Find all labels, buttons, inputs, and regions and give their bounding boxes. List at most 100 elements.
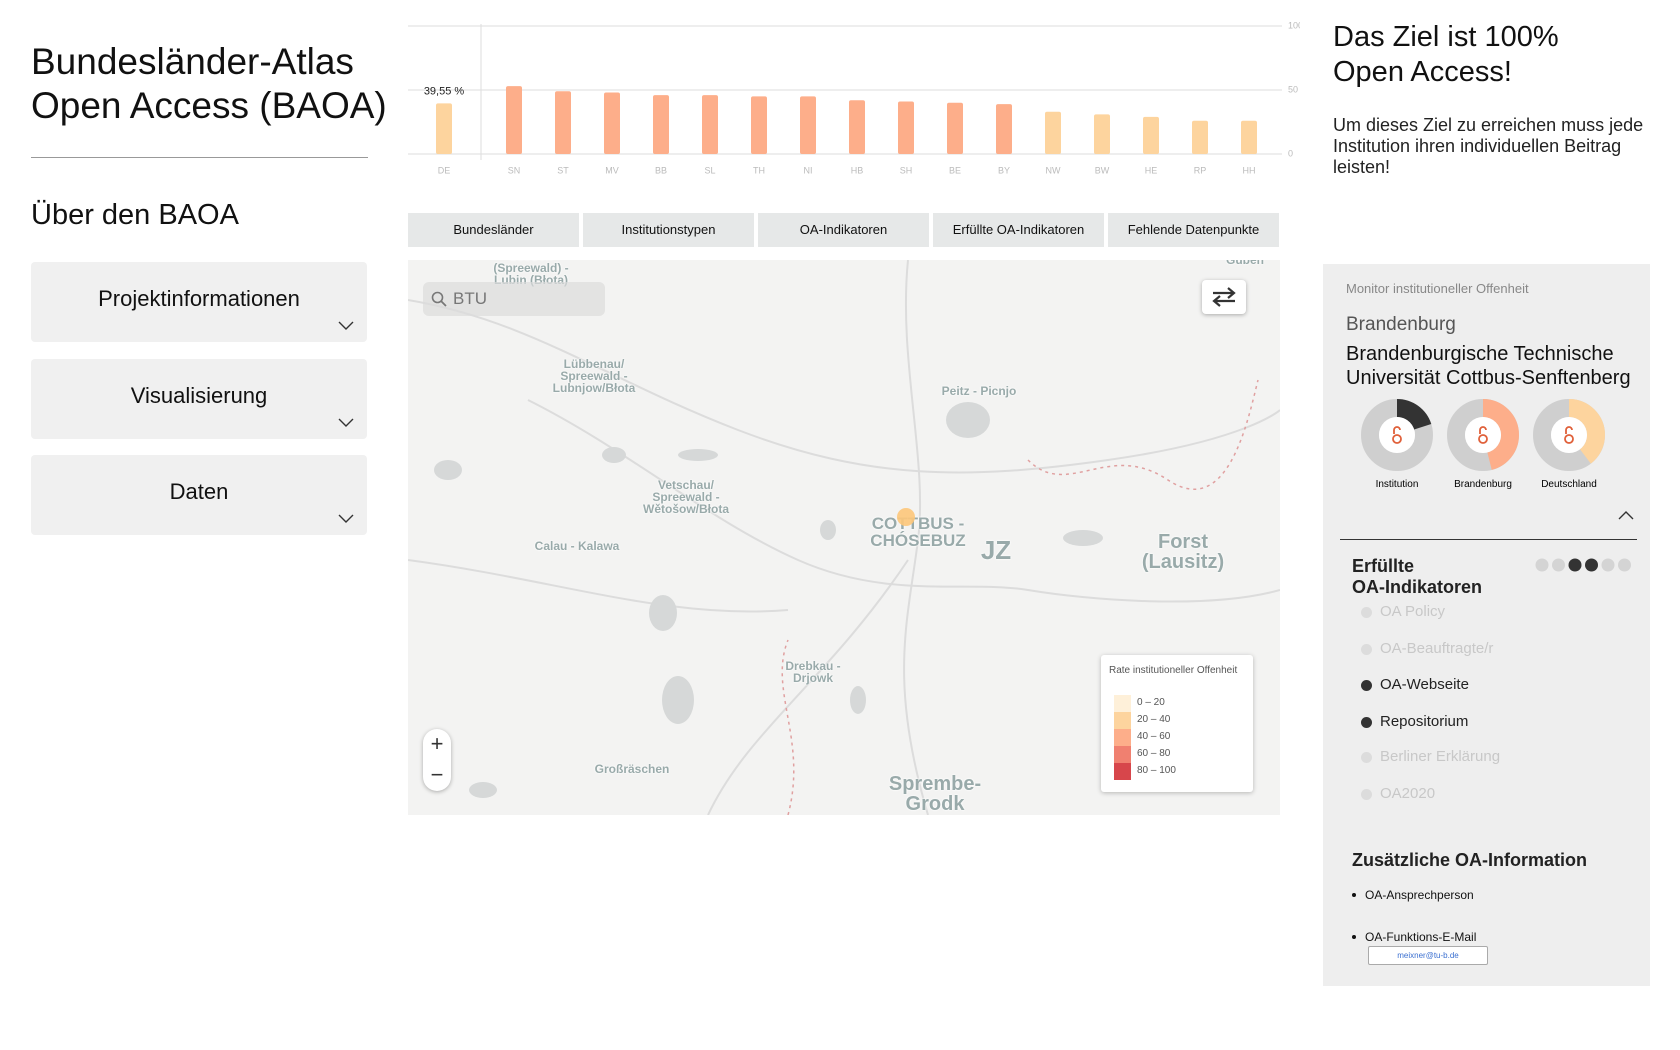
tab[interactable]: Fehlende Datenpunkte (1108, 213, 1279, 247)
bar (898, 101, 914, 154)
indicator-label: OA-Webseite (1380, 676, 1469, 693)
bar (604, 92, 620, 154)
tab[interactable]: Institutionstypen (583, 213, 754, 247)
x-tick-label: DE (438, 165, 451, 175)
panel-heading: Monitor institutioneller Offenheit (1346, 281, 1529, 296)
indicator-bullet (1361, 789, 1372, 800)
map-label: Vetschau/ Spreewald - Wětošow/Błota (643, 478, 729, 516)
bar (436, 103, 452, 154)
donut-label: Brandenburg (1454, 479, 1512, 490)
tab[interactable]: OA-Indikatoren (758, 213, 929, 247)
indicator-dot (1568, 558, 1582, 572)
indicator-label: OA Policy (1380, 603, 1446, 620)
legend-item: 80 – 100 (1114, 763, 1254, 780)
x-tick-label: NW (1046, 165, 1061, 175)
accordion-button[interactable]: Projektinformationen (31, 262, 367, 342)
bar (555, 91, 571, 154)
donut-segment (1533, 399, 1605, 471)
bar (947, 102, 963, 154)
search-box[interactable]: BTU (423, 282, 605, 316)
x-tick-label: SN (508, 165, 521, 175)
legend-swatch (1114, 763, 1131, 780)
info-label: OA-Funktions-E-Mail (1365, 930, 1477, 944)
chevron-down (338, 321, 354, 330)
bar (849, 100, 865, 154)
bar (1045, 111, 1061, 154)
zoom-control: + − (423, 729, 451, 791)
page-title: Bundesländer-Atlas Open Access (BAOA) (31, 41, 387, 126)
legend-label: 60 – 80 (1137, 748, 1171, 759)
search-icon (431, 291, 447, 307)
accordion-label: Projektinformationen (98, 286, 300, 311)
zoom-out[interactable]: − (430, 762, 444, 787)
x-tick-label: HB (851, 165, 864, 175)
x-tick-label: HE (1145, 165, 1158, 175)
indicator-dot (1601, 558, 1615, 572)
bar (702, 95, 718, 154)
map[interactable]: Lübben (Spreewald) - Lubin (Błota)GubenL… (408, 260, 1280, 815)
x-tick-label: RP (1194, 165, 1207, 175)
info-item: OA-Funktions-E-Mail (1352, 930, 1476, 944)
tab[interactable]: Bundesländer (408, 213, 579, 247)
info-bullet (1352, 934, 1356, 939)
indicator-bullet (1361, 607, 1372, 618)
chevron-line (338, 514, 354, 523)
indicator-bullet (1361, 644, 1372, 655)
bar (996, 104, 1012, 154)
divider (1340, 539, 1637, 540)
indicator-bullet (1361, 752, 1372, 763)
collapse-icon[interactable] (1617, 509, 1635, 521)
legend-item: 0 – 20 (1114, 695, 1254, 712)
indicator-label: OA2020 (1380, 785, 1436, 802)
chevron-down (338, 514, 354, 523)
legend-swatch (1114, 695, 1131, 712)
map-label: Calau - Kalawa (534, 539, 620, 553)
donut-label: Deutschland (1541, 479, 1597, 490)
bar (653, 95, 669, 154)
swap-icon (1212, 287, 1236, 307)
x-tick-label: SL (704, 165, 715, 175)
additional-title: Zusätzliche OA-Information (1352, 850, 1588, 870)
section-title: Über den BAOA (31, 199, 239, 231)
x-tick-label: ST (557, 165, 569, 175)
zoom-in[interactable]: + (430, 731, 444, 756)
bar (1241, 120, 1257, 154)
bar (751, 96, 767, 154)
institution-marker[interactable] (896, 507, 916, 527)
x-tick-label: SH (900, 165, 913, 175)
legend-item: 60 – 80 (1114, 746, 1254, 763)
bar-chart: 0 50 100 DE 39,55 % SN ST MV BB SL TH NI HB SH BE BY NW B… (408, 20, 1300, 175)
map-label: Peitz - Picnjo (941, 384, 1017, 398)
tab[interactable]: Erfüllte OA-Indikatoren (933, 213, 1104, 247)
x-tick-label: HH (1243, 165, 1256, 175)
accordion-button[interactable]: Daten (31, 455, 367, 535)
map-label: Drebkau - Drjowk (785, 659, 841, 685)
x-tick-label: BW (1095, 165, 1110, 175)
indicator-label: Berliner Erklärung (1380, 748, 1501, 765)
accordion-label: Visualisierung (130, 383, 268, 408)
map-label: Sprembe- Grodk (888, 773, 982, 815)
state-name: Brandenburg (1346, 314, 1456, 335)
indicators-title: Erfüllte OA-Indikatoren (1352, 556, 1483, 597)
map-label: JZ (980, 535, 1012, 565)
bar (1094, 114, 1110, 154)
divider (31, 157, 368, 158)
email-field[interactable]: meixner@tu-b.de (1368, 946, 1488, 965)
bar (800, 96, 816, 154)
chevron-down (338, 418, 354, 427)
open-access-icon (1392, 426, 1402, 444)
chevron-line (338, 418, 354, 427)
x-tick-label: NI (804, 165, 813, 175)
search-text: BTU (453, 289, 487, 308)
donut-label: Institution (1376, 479, 1419, 490)
swap-button[interactable] (1202, 280, 1246, 314)
donut-segment (1361, 399, 1433, 471)
accordion-button[interactable]: Visualisierung (31, 359, 367, 439)
map-legend: Rate institutioneller Offenheit 0 – 20 20… (1101, 655, 1253, 792)
indicator-dot (1585, 558, 1598, 572)
legend-title: Rate institutioneller Offenheit (1109, 665, 1238, 676)
map-label: Großräschen (594, 762, 670, 776)
indicator-bullet (1361, 717, 1372, 728)
indicator-bullet (1361, 680, 1372, 691)
